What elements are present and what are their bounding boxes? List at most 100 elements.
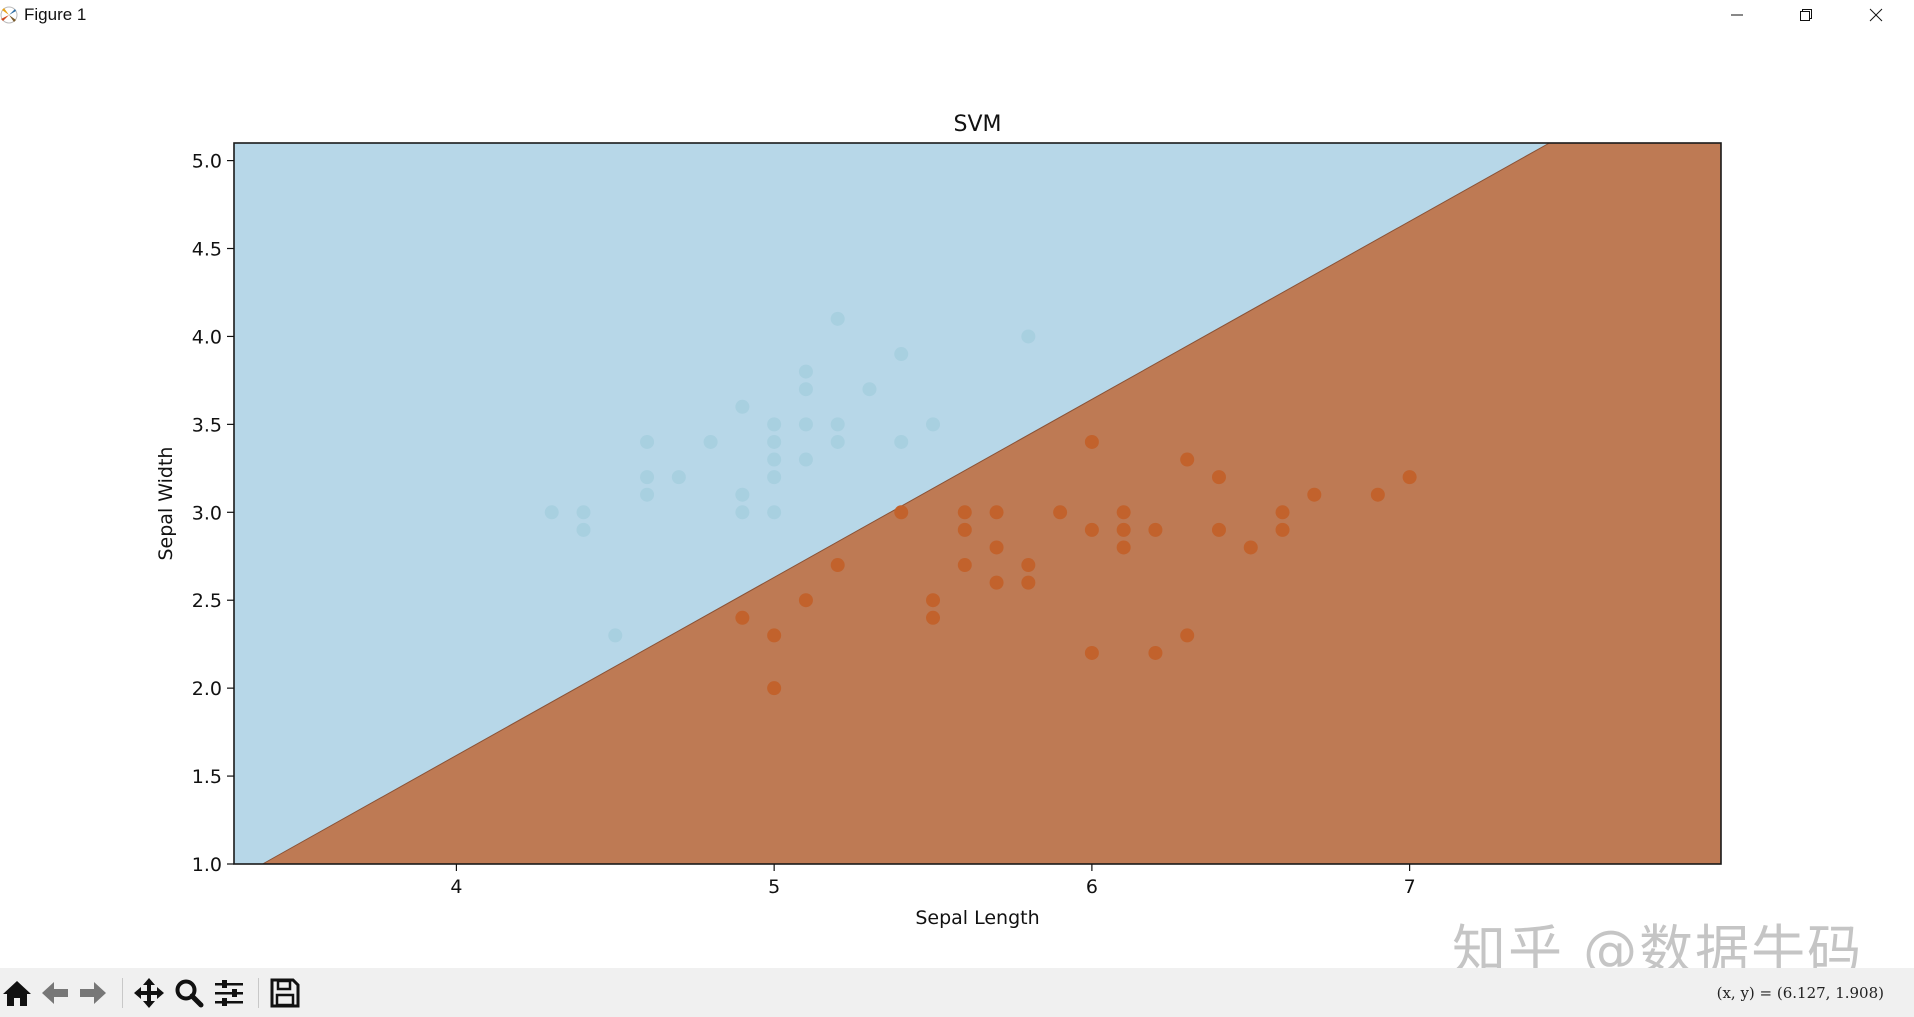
data-point [1243,540,1258,555]
close-icon [1869,8,1883,22]
home-button[interactable] [0,976,34,1010]
configure-subplots-button[interactable] [212,976,246,1010]
data-point [957,522,972,537]
data-point [1021,558,1036,573]
svm-chart[interactable]: 4 5 6 7 1.0 1.5 2.0 2.5 3.0 3.5 4.0 4.5 5.0 SVM Sepal … [0,32,1914,968]
data-point [989,575,1004,590]
x-tick-label: 6 [1086,876,1098,898]
data-point [798,382,813,397]
data-point [544,505,559,520]
data-point [735,610,750,625]
region-class1 [262,143,1721,864]
navigation-toolbar: (x, y) = (6.127, 1.908) [0,968,1914,1017]
data-point [830,311,845,326]
data-point [1116,540,1131,555]
data-point [1116,505,1131,520]
x-tick-label: 5 [768,876,780,898]
data-point [989,540,1004,555]
data-point [1402,470,1417,485]
data-point [1148,522,1163,537]
data-point [894,434,909,449]
data-point [1211,470,1226,485]
forward-button[interactable] [76,976,110,1010]
series-class0 [544,311,1036,643]
data-point [1275,522,1290,537]
data-point [798,364,813,379]
y-tick-label: 4.0 [192,326,222,348]
data-point [1084,645,1099,660]
matplotlib-app-icon [0,6,18,24]
y-tick-label: 3.5 [192,414,222,436]
y-tick-label: 5.0 [192,151,222,173]
data-point [767,470,782,485]
series-class1 [735,434,1417,696]
toolbar-separator [122,978,123,1008]
data-point [1370,487,1385,502]
data-point [1275,505,1290,520]
data-point [798,452,813,467]
restore-button[interactable] [1783,0,1829,30]
data-point [957,558,972,573]
data-point [1211,522,1226,537]
data-point [767,681,782,696]
back-button[interactable] [38,976,72,1010]
home-icon [3,981,31,1006]
window-title: Figure 1 [24,5,87,24]
y-tick-label: 2.0 [192,678,222,700]
data-point [926,417,941,432]
magnifier-icon [175,979,204,1008]
cursor-coordinates: (x, y) = (6.127, 1.908) [1716,984,1884,1002]
x-tick-label: 7 [1404,876,1416,898]
sliders-icon [215,980,243,1006]
data-point [894,505,909,520]
data-point [767,505,782,520]
data-point [767,434,782,449]
x-tick-label: 4 [450,876,462,898]
minimize-button[interactable] [1714,0,1760,30]
data-point [1084,434,1099,449]
data-point [894,347,909,362]
pan-button[interactable] [132,976,166,1010]
data-point [640,470,655,485]
data-point [926,593,941,608]
toolbar-separator [258,978,259,1008]
data-point [1148,645,1163,660]
data-point [576,522,591,537]
data-point [830,434,845,449]
data-point [830,417,845,432]
data-point [640,434,655,449]
data-point [1021,329,1036,344]
floppy-disk-icon [270,978,300,1008]
data-point [735,399,750,414]
data-point [798,417,813,432]
data-point [1116,522,1131,537]
data-point [671,470,686,485]
data-point [1021,575,1036,590]
data-point [830,558,845,573]
y-tick-label: 2.5 [192,590,222,612]
x-axis-label: Sepal Length [915,907,1039,929]
y-tick-label: 4.5 [192,239,222,261]
data-point [767,452,782,467]
axes-frame [233,142,1722,865]
y-tick-label: 1.5 [192,766,222,788]
data-point [608,628,623,643]
zoom-button[interactable] [172,976,206,1010]
data-point [735,505,750,520]
save-button[interactable] [268,976,302,1010]
decision-boundary [262,142,1550,865]
data-point [735,487,750,502]
data-point [703,434,718,449]
data-point [767,417,782,432]
figure-canvas[interactable]: 4 5 6 7 1.0 1.5 2.0 2.5 3.0 3.5 4.0 4.5 5.0 SVM Sepal … [0,32,1914,982]
arrow-right-icon [80,982,106,1004]
y-tick-label: 3.0 [192,502,222,524]
data-point [640,487,655,502]
data-point [926,610,941,625]
close-button[interactable] [1853,0,1899,30]
data-point [1307,487,1322,502]
y-tick-label: 1.0 [192,854,222,876]
window-titlebar: Figure 1 [0,0,1914,32]
data-point [989,505,1004,520]
arrow-left-icon [42,982,68,1004]
